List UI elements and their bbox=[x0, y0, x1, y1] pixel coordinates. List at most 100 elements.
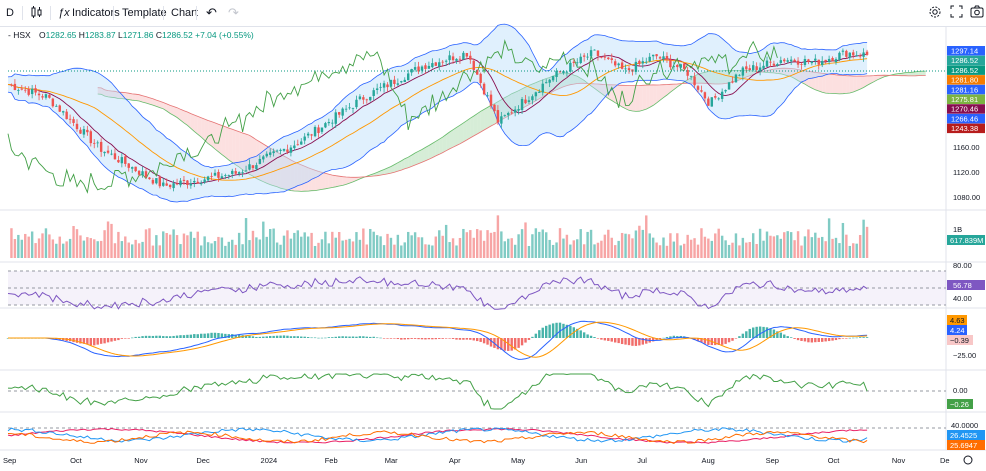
template-button[interactable]: Template bbox=[122, 7, 167, 19]
volume-bar bbox=[175, 235, 179, 258]
price-tag-bg bbox=[947, 113, 985, 124]
candle-body bbox=[551, 76, 555, 81]
volume-bar bbox=[793, 240, 796, 258]
cloud-segment bbox=[177, 107, 181, 121]
macd-histogram-bar bbox=[296, 336, 300, 338]
cloud-segment bbox=[384, 167, 388, 175]
cloud-segment bbox=[111, 90, 115, 98]
volume-bar bbox=[855, 243, 858, 258]
dmi-tag-bg bbox=[947, 430, 985, 440]
macd-histogram-bar bbox=[99, 338, 103, 344]
candle-body bbox=[234, 171, 237, 174]
macd-histogram-bar bbox=[458, 338, 462, 340]
candle-body bbox=[217, 171, 220, 178]
volume-bar bbox=[93, 239, 96, 258]
macd-histogram-bar bbox=[765, 327, 769, 338]
volume-bar bbox=[569, 244, 572, 258]
cloud-segment bbox=[418, 149, 423, 164]
cloud-segment bbox=[128, 93, 133, 101]
cloud-segment bbox=[911, 71, 916, 76]
cloud-segment bbox=[877, 75, 881, 80]
candle-body bbox=[93, 142, 96, 144]
redo-icon[interactable]: ↷ bbox=[228, 5, 239, 20]
candle-body bbox=[417, 66, 420, 72]
candle-body bbox=[41, 96, 44, 98]
macd-histogram-bar bbox=[500, 338, 503, 350]
volume-bar bbox=[603, 234, 607, 258]
dmi-axis: 40.0000 bbox=[951, 421, 978, 430]
volume-bar bbox=[324, 231, 327, 258]
volume-bar bbox=[406, 231, 410, 258]
time-axis-settings[interactable] bbox=[963, 455, 973, 465]
candle-body bbox=[651, 54, 655, 57]
volume-bar bbox=[165, 232, 168, 258]
cloud-segment bbox=[280, 154, 285, 190]
candle-body bbox=[293, 145, 296, 149]
volume-bar bbox=[386, 233, 389, 258]
candle-body bbox=[458, 58, 462, 60]
candles-icon[interactable] bbox=[30, 5, 44, 21]
volume-bar bbox=[717, 228, 720, 258]
macd-histogram-bar bbox=[300, 336, 303, 338]
volume-bar bbox=[655, 242, 658, 258]
toolbar-divider bbox=[163, 6, 164, 20]
macd-histogram-bar bbox=[424, 338, 427, 340]
macd-histogram-bar bbox=[203, 333, 206, 338]
candle-body bbox=[517, 109, 520, 111]
symbol-name[interactable]: - HSX bbox=[8, 30, 31, 40]
candle-body bbox=[731, 81, 734, 83]
candle-body bbox=[375, 88, 379, 90]
indicators-button[interactable]: Indicators bbox=[72, 7, 120, 19]
candle-body bbox=[727, 82, 731, 90]
price-tag-label: 1286.52 bbox=[951, 56, 978, 65]
time-axis-settings-icon[interactable] bbox=[963, 455, 973, 465]
price-tag-label: 1266.46 bbox=[951, 114, 978, 123]
volume-bar bbox=[82, 240, 86, 258]
volume-bar bbox=[234, 244, 237, 258]
candle-body bbox=[237, 172, 241, 174]
bollinger-lower bbox=[7, 73, 868, 203]
macd-histogram-bar bbox=[275, 335, 279, 338]
volume-bar bbox=[268, 229, 272, 258]
candle-body bbox=[27, 89, 30, 95]
fullscreen-icon[interactable] bbox=[950, 5, 963, 21]
cloud-segment bbox=[390, 164, 395, 174]
candle-body bbox=[355, 99, 358, 108]
open-value: 1282.65 bbox=[45, 30, 77, 40]
volume-bar bbox=[358, 239, 362, 258]
candle-body bbox=[634, 61, 638, 72]
volume-bar bbox=[558, 228, 562, 258]
screenshot-camera-icon[interactable] bbox=[970, 5, 984, 21]
volume-bar bbox=[444, 224, 448, 258]
macd-histogram-bar bbox=[137, 336, 141, 338]
cloud-segment bbox=[446, 131, 450, 151]
undo-icon[interactable]: ↶ bbox=[206, 5, 217, 20]
macd-histogram-bar bbox=[617, 338, 620, 344]
chart-type-button[interactable]: Chart bbox=[171, 7, 198, 19]
volume-bar bbox=[99, 240, 103, 258]
cloud-segment bbox=[746, 70, 750, 78]
macd-histogram-bar bbox=[455, 338, 458, 340]
candle-body bbox=[838, 52, 841, 60]
cloud-segment bbox=[173, 106, 178, 118]
interval-button[interactable]: D bbox=[6, 7, 14, 19]
volume-bar bbox=[310, 232, 313, 258]
volume-bar bbox=[641, 229, 645, 258]
volume-bar bbox=[534, 228, 538, 258]
candle-body bbox=[676, 64, 679, 68]
cloud-segment bbox=[114, 91, 119, 99]
macd-histogram-bar bbox=[355, 336, 358, 338]
volume-bar bbox=[193, 237, 196, 258]
cloud-segment bbox=[290, 159, 295, 192]
volume-bar bbox=[262, 221, 265, 258]
candle-body bbox=[572, 61, 576, 63]
cloud-segment bbox=[825, 73, 830, 94]
top-toolbar: D ƒx Indicators Template Chart ↶ ↷ bbox=[0, 0, 986, 27]
macd-histogram-bar bbox=[841, 338, 845, 339]
settings-gear-icon[interactable] bbox=[928, 5, 942, 21]
volume-bar bbox=[327, 243, 331, 258]
cloud-segment bbox=[404, 157, 409, 169]
indicators-icon[interactable]: ƒx bbox=[58, 7, 70, 19]
volume-bar bbox=[303, 232, 306, 258]
